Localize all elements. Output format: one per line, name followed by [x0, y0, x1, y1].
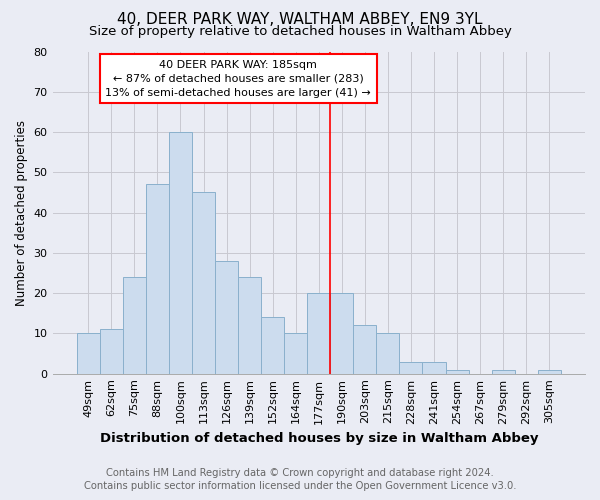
Bar: [77, 334, 100, 374]
Bar: [491, 370, 515, 374]
Bar: [238, 277, 261, 374]
Bar: [192, 192, 215, 374]
Y-axis label: Number of detached properties: Number of detached properties: [15, 120, 28, 306]
X-axis label: Distribution of detached houses by size in Waltham Abbey: Distribution of detached houses by size …: [100, 432, 538, 445]
Bar: [169, 132, 192, 374]
Bar: [123, 277, 146, 374]
Bar: [422, 362, 446, 374]
Bar: [330, 293, 353, 374]
Text: Contains HM Land Registry data © Crown copyright and database right 2024.
Contai: Contains HM Land Registry data © Crown c…: [84, 468, 516, 491]
Bar: [284, 334, 307, 374]
Text: 40 DEER PARK WAY: 185sqm
← 87% of detached houses are smaller (283)
13% of semi-: 40 DEER PARK WAY: 185sqm ← 87% of detach…: [105, 60, 371, 98]
Bar: [353, 326, 376, 374]
Bar: [446, 370, 469, 374]
Bar: [100, 330, 123, 374]
Bar: [307, 293, 330, 374]
Bar: [538, 370, 561, 374]
Text: 40, DEER PARK WAY, WALTHAM ABBEY, EN9 3YL: 40, DEER PARK WAY, WALTHAM ABBEY, EN9 3Y…: [117, 12, 483, 28]
Bar: [215, 261, 238, 374]
Bar: [146, 184, 169, 374]
Bar: [261, 318, 284, 374]
Bar: [400, 362, 422, 374]
Text: Size of property relative to detached houses in Waltham Abbey: Size of property relative to detached ho…: [89, 25, 511, 38]
Bar: [376, 334, 400, 374]
